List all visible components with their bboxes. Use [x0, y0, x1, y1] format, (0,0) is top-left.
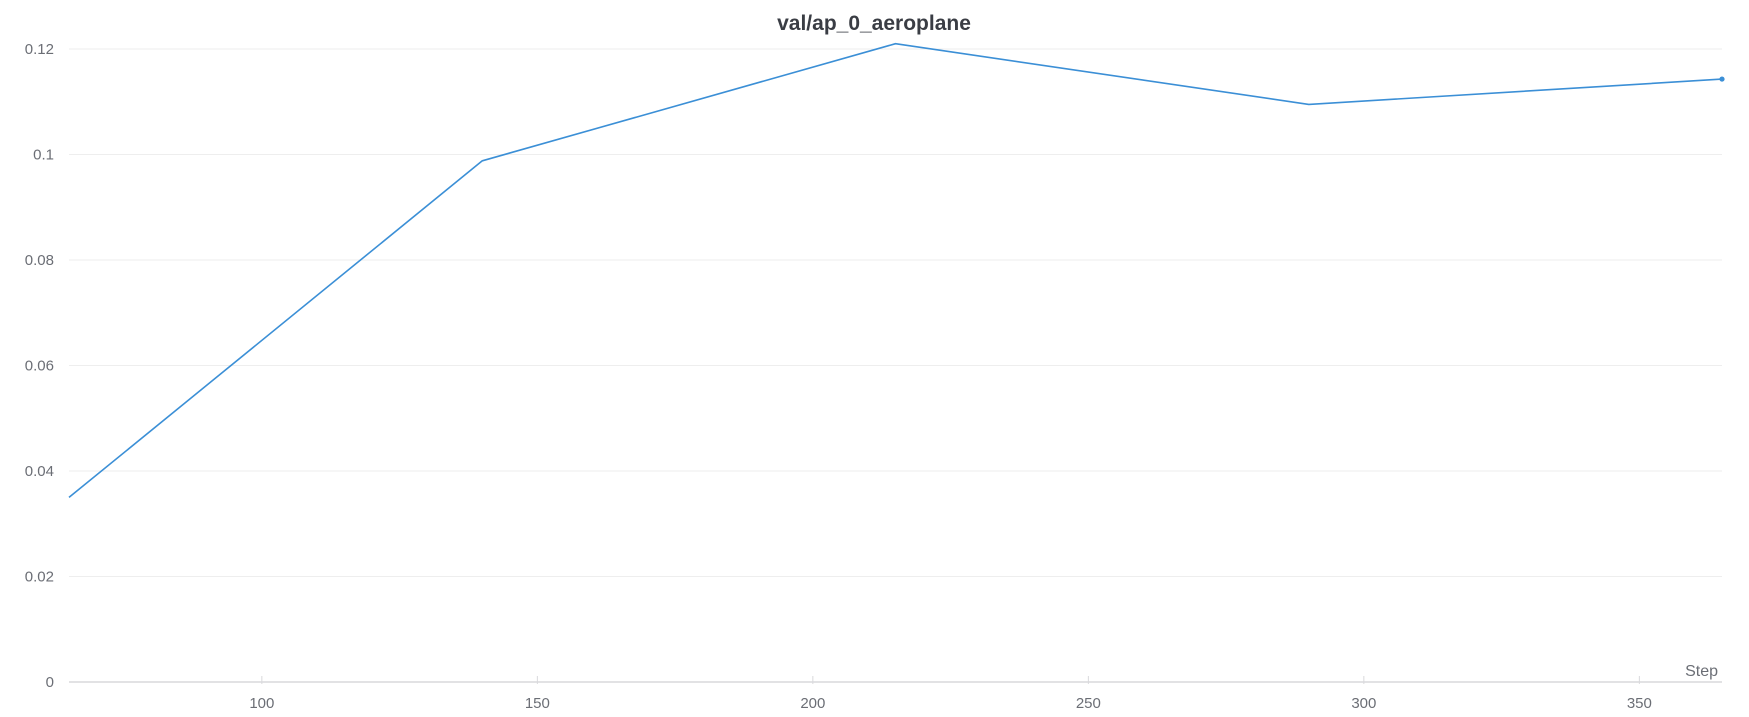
- y-tick-label: 0.04: [25, 463, 54, 480]
- y-tick-label: 0.1: [33, 147, 54, 164]
- axes: [69, 676, 1722, 684]
- y-tick-label: 0.06: [25, 358, 54, 375]
- series-layer: [68, 42, 1725, 499]
- series-line: [68, 42, 1723, 499]
- x-tick-label: 250: [1076, 695, 1101, 712]
- y-tick-label: 0: [46, 674, 54, 691]
- x-tick-label: 100: [249, 695, 274, 712]
- x-tick-label: 350: [1627, 695, 1652, 712]
- tick-labels: 0 0.02 0.04 0.06 0.08 0.1 0.12 100 150 200 250 300 3…: [25, 41, 1652, 712]
- y-tick-label: 0.12: [25, 41, 54, 58]
- series-endpoint: [1719, 76, 1725, 82]
- x-axis-label: Step: [1685, 663, 1718, 680]
- x-tick-label: 300: [1351, 695, 1376, 712]
- grid-lines: [69, 48, 1722, 577]
- chart-title: val/ap_0_aeroplane: [777, 12, 971, 35]
- x-tick-label: 200: [800, 695, 825, 712]
- y-tick-label: 0.02: [25, 569, 54, 586]
- x-tick-label: 150: [525, 695, 550, 712]
- y-tick-label: 0.08: [25, 252, 54, 269]
